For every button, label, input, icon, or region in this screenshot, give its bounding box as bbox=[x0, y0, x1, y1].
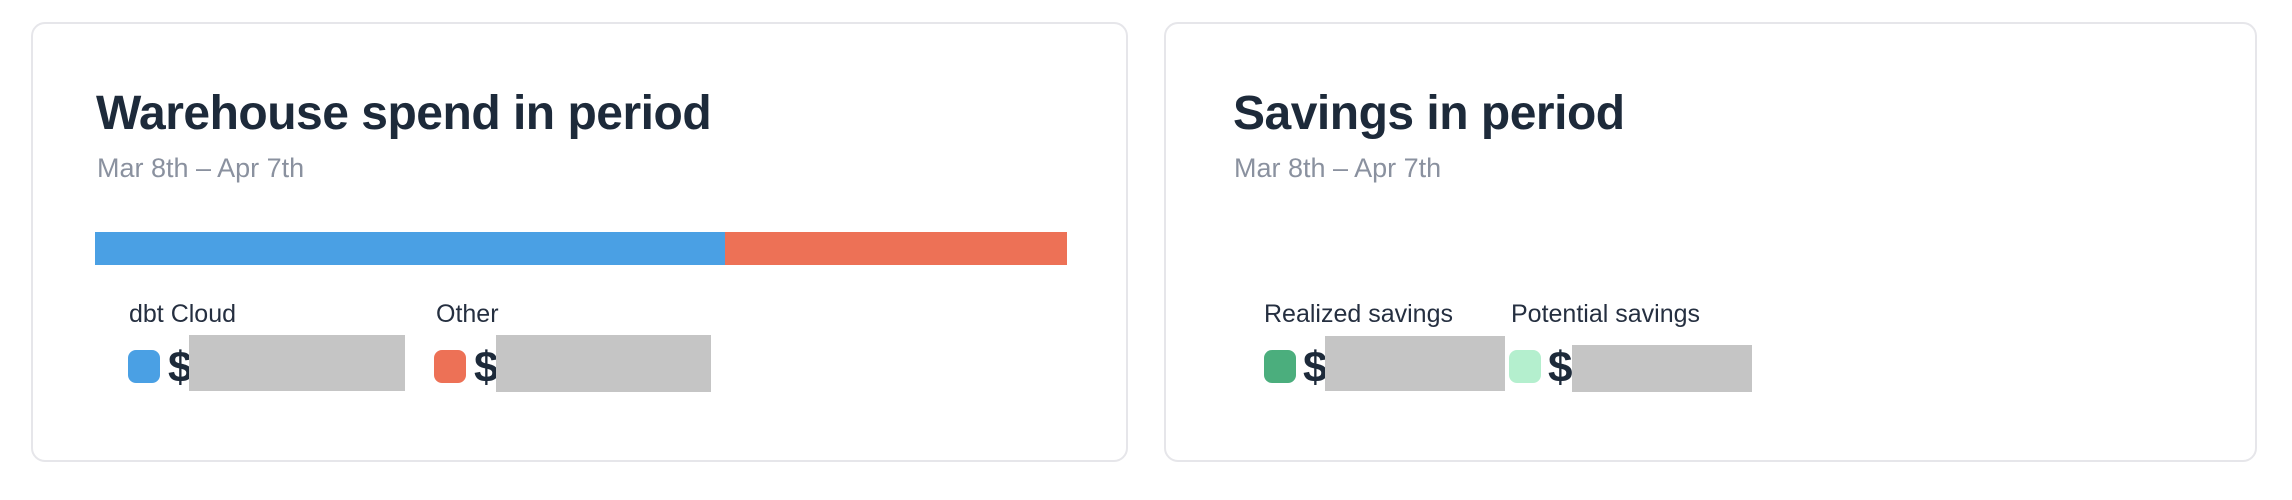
warehouse-spend-date-range: Mar 8th – Apr 7th bbox=[97, 153, 305, 183]
legend-label-dbt-cloud: dbt Cloud bbox=[129, 300, 237, 328]
warehouse-spend-card: Warehouse spend in period Mar 8th – Apr … bbox=[31, 22, 1128, 462]
savings-date-range: Mar 8th – Apr 7th bbox=[1234, 153, 1442, 183]
other-currency-symbol: $ bbox=[474, 343, 499, 392]
potential-savings-swatch bbox=[1509, 350, 1541, 383]
potential-savings-redacted-value bbox=[1572, 345, 1752, 392]
other-swatch bbox=[434, 350, 466, 383]
realized-savings-currency-symbol: $ bbox=[1303, 343, 1328, 392]
savings-title: Savings in period bbox=[1233, 87, 1625, 140]
savings-card: Savings in period Mar 8th – Apr 7th Real… bbox=[1164, 22, 2257, 462]
warehouse-spend-title: Warehouse spend in period bbox=[96, 87, 712, 140]
legend-label-potential-savings: Potential savings bbox=[1511, 300, 1701, 328]
dbt-cloud-redacted-value bbox=[189, 335, 405, 391]
realized-savings-redacted-value bbox=[1325, 336, 1505, 391]
legend-label-realized-savings: Realized savings bbox=[1264, 300, 1453, 328]
realized-savings-swatch bbox=[1264, 350, 1296, 383]
potential-savings-currency-symbol: $ bbox=[1548, 343, 1573, 392]
dbt-cloud-swatch bbox=[128, 350, 160, 383]
bar-segment-dbt-cloud bbox=[95, 232, 725, 265]
legend-label-other: Other bbox=[436, 300, 499, 328]
other-redacted-value bbox=[496, 335, 711, 392]
bar-segment-other bbox=[724, 232, 1067, 265]
warehouse-spend-stacked-bar bbox=[95, 232, 1067, 265]
dbt-cloud-currency-symbol: $ bbox=[168, 343, 193, 392]
